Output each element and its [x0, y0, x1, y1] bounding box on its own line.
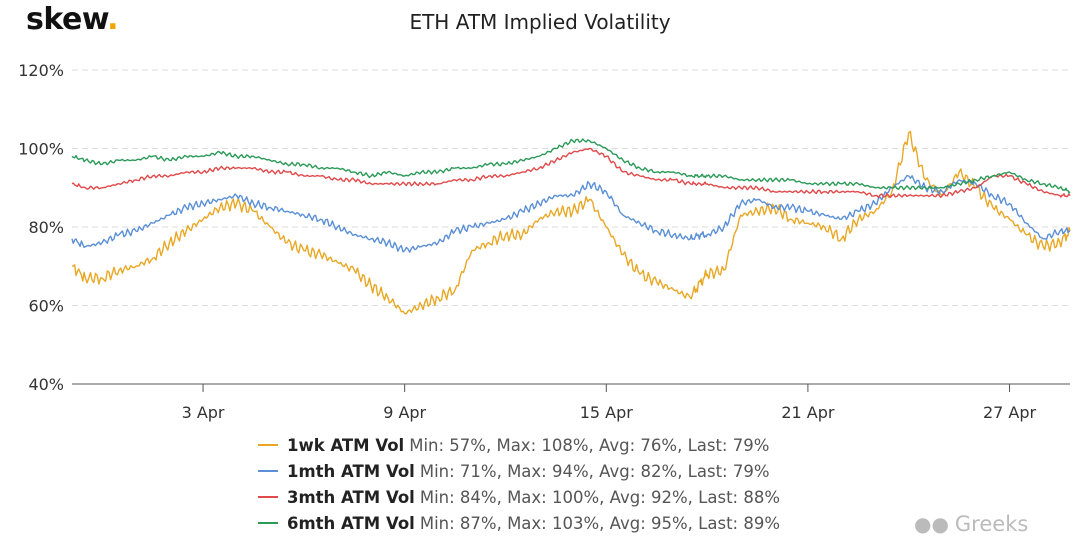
skew-logo: skew.	[26, 2, 119, 37]
legend-series-stats: Min: 87%, Max: 103%, Avg: 95%, Last: 89%	[419, 513, 781, 533]
legend-item-3mth[interactable]: 3mth ATM Vol Min: 84%, Max: 100%, Avg: 9…	[258, 484, 780, 510]
wechat-icon: ●●	[914, 512, 949, 536]
legend-series-stats: Min: 84%, Max: 100%, Avg: 92%, Last: 88%	[419, 487, 781, 507]
y-tick-label: 40%	[28, 375, 64, 394]
legend-series-stats: Min: 71%, Max: 94%, Avg: 82%, Last: 79%	[419, 461, 770, 481]
legend-item-1wk[interactable]: 1wk ATM Vol Min: 57%, Max: 108%, Avg: 76…	[258, 432, 780, 458]
x-tick-label: 15 Apr	[580, 403, 634, 422]
watermark: ●● Greeks	[914, 512, 1028, 536]
legend-swatch	[258, 496, 278, 498]
legend-swatch	[258, 444, 278, 446]
x-tick-label: 21 Apr	[781, 403, 835, 422]
legend-item-1mth[interactable]: 1mth ATM Vol Min: 71%, Max: 94%, Avg: 82…	[258, 458, 780, 484]
x-tick-label: 27 Apr	[983, 403, 1037, 422]
x-axis-ticks: 3 Apr 9 Apr 15 Apr 21 Apr 27 Apr	[182, 384, 1037, 422]
chart-title: ETH ATM Implied Volatility	[409, 10, 671, 34]
legend-item-6mth[interactable]: 6mth ATM Vol Min: 87%, Max: 103%, Avg: 9…	[258, 510, 780, 536]
y-tick-label: 100%	[18, 140, 64, 159]
y-tick-label: 120%	[18, 61, 64, 80]
y-tick-label: 80%	[28, 218, 64, 237]
series-line-1mth-atm-vol	[71, 174, 1071, 253]
legend: 1wk ATM Vol Min: 57%, Max: 108%, Avg: 76…	[258, 432, 780, 536]
chart-svg: 40% 60% 80% 100% 120% 3 Apr 9 Apr 15 Apr 21 Apr…	[18, 61, 1071, 422]
legend-series-name: 1wk ATM Vol	[287, 435, 405, 455]
legend-swatch	[258, 470, 278, 472]
x-tick-label: 3 Apr	[182, 403, 225, 422]
y-axis-ticks: 40% 60% 80% 100% 120%	[18, 61, 64, 394]
legend-series-name: 1mth ATM Vol	[287, 461, 415, 481]
series-lines	[71, 130, 1071, 315]
series-line-3mth-atm-vol	[71, 147, 1071, 199]
x-tick-label: 9 Apr	[383, 403, 426, 422]
watermark-text: Greeks	[954, 512, 1029, 536]
legend-series-name: 6mth ATM Vol	[287, 513, 415, 533]
legend-swatch	[258, 522, 278, 524]
legend-series-name: 3mth ATM Vol	[287, 487, 415, 507]
series-line-1wk-atm-vol	[71, 130, 1071, 315]
series-line-6mth-atm-vol	[71, 138, 1071, 194]
legend-series-stats: Min: 57%, Max: 108%, Avg: 76%, Last: 79%	[409, 435, 770, 455]
y-tick-label: 60%	[28, 297, 64, 316]
